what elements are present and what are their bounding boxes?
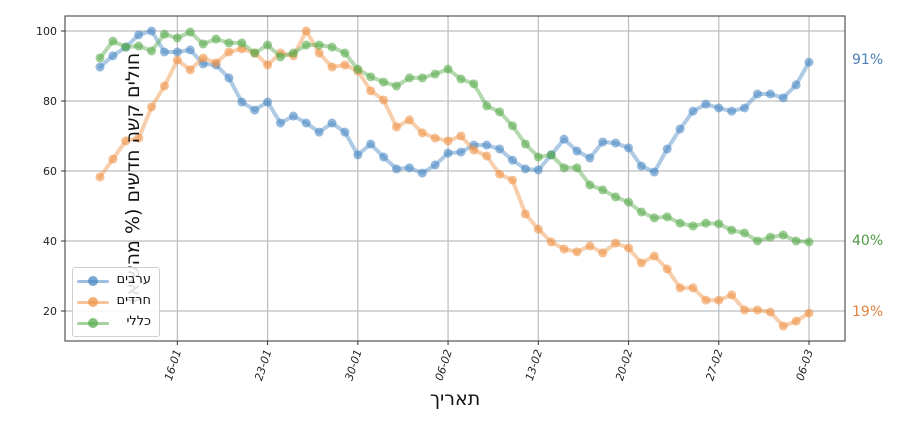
svg-text:100: 100 <box>36 25 57 38</box>
legend-item-general: כללי <box>73 313 159 333</box>
legend-label: חרדים <box>116 293 151 308</box>
legend-item-haredi: חרדים <box>73 292 159 312</box>
svg-text:80: 80 <box>43 95 57 108</box>
svg-text:20: 20 <box>43 305 57 318</box>
legend-item-arabs: ערבים <box>73 271 159 291</box>
data-series <box>95 26 814 331</box>
end-label-arabs: 91% <box>852 52 884 68</box>
end-label-haredi: 19% <box>852 304 884 320</box>
plot-frame <box>64 15 846 342</box>
legend-dot-marker <box>88 318 98 328</box>
svg-text:06-03: 06-03 <box>794 348 816 382</box>
x-axis-label: תאריך <box>429 388 481 410</box>
x-axis-ticks: 16-01 23-01 30-01 06-02 13-02 20-02 27-02 06-03 <box>162 341 816 382</box>
svg-text:13-02: 13-02 <box>523 348 545 382</box>
legend-dot-marker <box>88 297 98 307</box>
svg-text:20-02: 20-02 <box>613 348 635 382</box>
legend-label: כללי <box>126 314 151 329</box>
legend-dot-marker <box>88 276 98 286</box>
svg-text:40: 40 <box>43 235 57 248</box>
y-axis-label: חולים קשה חדשים (% מהשיא) <box>122 52 145 304</box>
legend-label: ערבים <box>116 272 151 287</box>
svg-text:30-01: 30-01 <box>342 348 364 382</box>
grid-lines <box>65 16 845 341</box>
svg-text:60: 60 <box>43 165 57 178</box>
y-axis-ticks: 20 40 60 80 100 <box>36 25 65 318</box>
end-label-general: 40% <box>852 233 884 249</box>
svg-text:23-01: 23-01 <box>252 348 274 382</box>
legend: ערבים חרדים כללי <box>72 267 160 337</box>
svg-text:27-02: 27-02 <box>703 348 725 382</box>
svg-text:06-02: 06-02 <box>433 348 455 382</box>
svg-text:16-01: 16-01 <box>162 348 184 382</box>
